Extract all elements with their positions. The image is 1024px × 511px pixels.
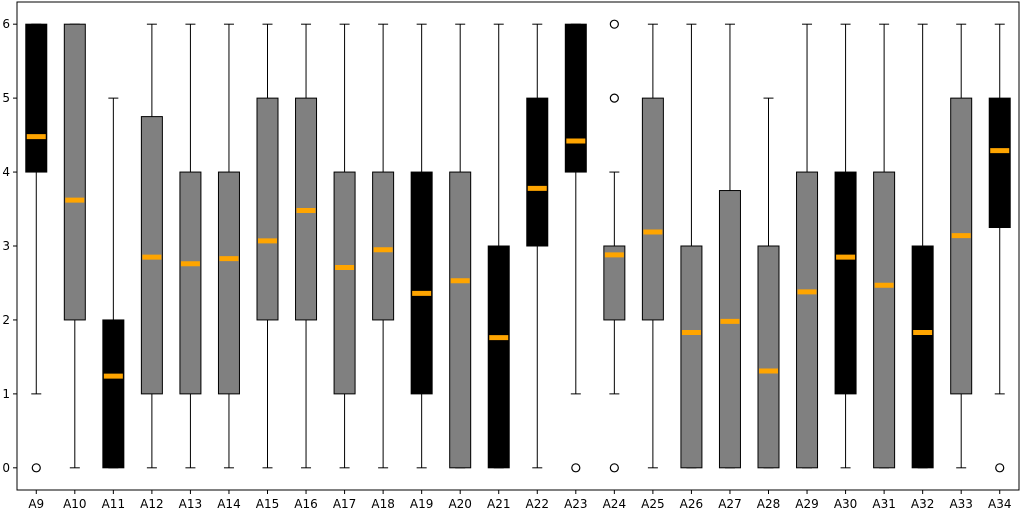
plot-frame: [16, 1, 1020, 491]
x-tick-label: A20: [448, 497, 471, 511]
x-tick-label: A21: [487, 497, 510, 511]
box-iqr: [757, 245, 780, 469]
box-a15: [256, 23, 279, 469]
x-tick-label: A19: [410, 497, 433, 511]
box-iqr: [641, 97, 664, 321]
x-tick-label: A28: [757, 497, 780, 511]
outlier-point: [31, 463, 41, 473]
box-a11: [102, 97, 125, 469]
box-iqr: [179, 171, 202, 395]
box-a9: [25, 23, 48, 473]
box-a28: [757, 97, 780, 469]
box-iqr: [102, 319, 125, 469]
box-iqr: [796, 171, 819, 469]
x-tick-label: A11: [102, 497, 125, 511]
box-a17: [333, 23, 356, 469]
box-iqr: [25, 23, 48, 173]
outlier-point: [609, 463, 619, 473]
box-iqr: [372, 171, 395, 321]
box-iqr: [487, 245, 510, 469]
box-iqr: [680, 245, 703, 469]
box-a23: [564, 23, 587, 473]
box-a16: [295, 23, 318, 469]
box-a31: [873, 23, 896, 469]
x-tick-label: A33: [949, 497, 972, 511]
outlier-point: [571, 463, 581, 473]
y-tick-label: 2: [2, 313, 10, 327]
box-a27: [718, 23, 741, 469]
x-tick-label: A17: [333, 497, 356, 511]
box-iqr: [217, 171, 240, 395]
box-iqr: [449, 171, 472, 469]
box-iqr: [834, 171, 857, 395]
y-axis: 0 1 2 3 4 5 6: [2, 17, 17, 475]
x-tick-label: A14: [217, 497, 240, 511]
x-tick-label: A27: [718, 497, 741, 511]
x-tick-label: A12: [140, 497, 163, 511]
outlier-point: [995, 463, 1005, 473]
box-iqr: [873, 171, 896, 469]
x-tick-label: A13: [179, 497, 202, 511]
x-tick-label: A10: [63, 497, 86, 511]
box-a13: [179, 23, 202, 469]
box-a33: [950, 23, 973, 469]
box-a21: [487, 23, 510, 469]
box-a25: [641, 23, 664, 469]
box-a18: [372, 23, 395, 469]
box-iqr: [603, 245, 626, 321]
x-tick-label: A9: [28, 497, 44, 511]
x-tick-label: A26: [680, 497, 703, 511]
y-tick-label: 6: [2, 17, 10, 31]
x-tick-label: A24: [603, 497, 626, 511]
boxes-layer: [25, 19, 1011, 473]
box-a20: [449, 23, 472, 469]
x-tick-label: A18: [371, 497, 394, 511]
x-tick-label: A32: [911, 497, 934, 511]
box-a12: [140, 23, 163, 469]
y-tick-label: 4: [2, 165, 10, 179]
x-tick-label: A34: [988, 497, 1011, 511]
box-a32: [911, 23, 934, 469]
box-iqr: [526, 97, 549, 247]
box-iqr: [564, 23, 587, 173]
box-iqr: [718, 190, 741, 469]
box-iqr: [256, 97, 279, 321]
outlier-point: [609, 19, 619, 29]
box-a26: [680, 23, 703, 469]
box-iqr: [950, 97, 973, 395]
y-tick-label: 3: [2, 239, 10, 253]
box-a29: [796, 23, 819, 469]
y-tick-label: 0: [2, 461, 10, 475]
x-axis: A9 A10 A11 A12 A13 A14 A15 A16 A17 A18 A19 A20 A21 A2…: [28, 490, 1011, 511]
outlier-point: [609, 93, 619, 103]
box-a22: [526, 23, 549, 469]
x-tick-label: A22: [526, 497, 549, 511]
x-tick-label: A29: [795, 497, 818, 511]
box-a10: [63, 23, 86, 469]
box-a14: [217, 23, 240, 469]
box-a30: [834, 23, 857, 469]
box-iqr: [988, 97, 1011, 229]
x-tick-label: A23: [564, 497, 587, 511]
x-tick-label: A25: [641, 497, 664, 511]
y-tick-label: 5: [2, 91, 10, 105]
box-iqr: [63, 23, 86, 321]
box-a19: [410, 23, 433, 469]
x-tick-label: A30: [834, 497, 857, 511]
box-a34: [988, 23, 1011, 473]
x-tick-label: A16: [294, 497, 317, 511]
box-iqr: [333, 171, 356, 395]
box-a24: [603, 19, 626, 473]
box-iqr: [410, 171, 433, 395]
x-tick-label: A31: [872, 497, 895, 511]
y-tick-label: 1: [2, 387, 10, 401]
box-iqr: [911, 245, 934, 469]
x-tick-label: A15: [256, 497, 279, 511]
